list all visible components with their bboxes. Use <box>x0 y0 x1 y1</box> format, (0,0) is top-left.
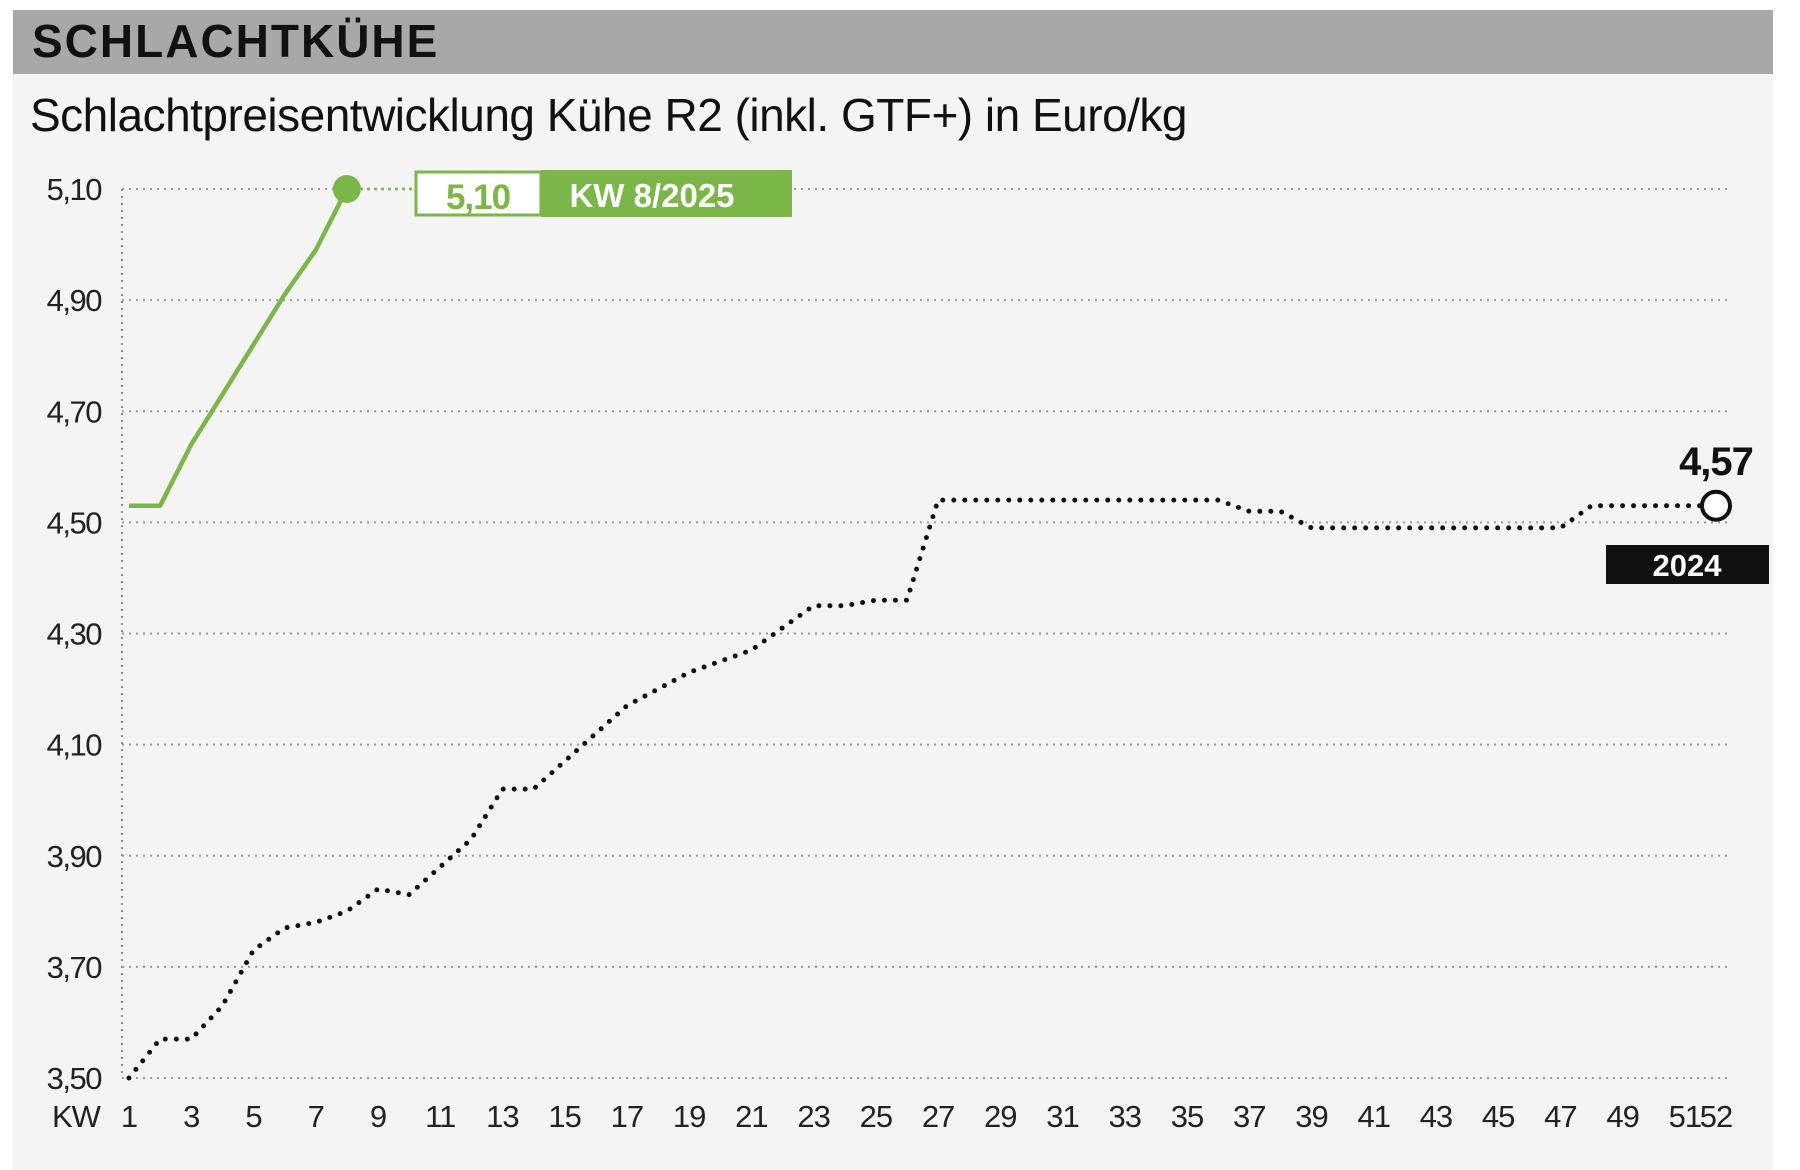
series-2024-tag-box <box>1606 545 1769 584</box>
y-tick-label: 4,10 <box>47 728 103 763</box>
header-bar <box>13 10 1773 74</box>
x-axis-label: KW <box>52 1099 102 1134</box>
chart-header-title: SCHLACHTKÜHE <box>32 15 440 67</box>
x-tick-label: 47 <box>1544 1099 1576 1134</box>
x-tick-label: 43 <box>1420 1099 1452 1134</box>
series-2025-end-marker <box>332 175 361 203</box>
x-tick-label: 49 <box>1606 1099 1638 1134</box>
x-tick-label: 39 <box>1295 1099 1327 1134</box>
x-tick-label: 23 <box>797 1099 829 1134</box>
series-2025-value-box <box>414 170 543 217</box>
x-tick-label: 21 <box>735 1099 767 1134</box>
series-2025-value-label: 5,10 <box>446 178 511 217</box>
y-tick-label: 4,90 <box>47 283 103 318</box>
y-tick-label: 3,50 <box>47 1061 103 1096</box>
x-tick-label: 37 <box>1233 1099 1265 1134</box>
series-2025-tag-label: KW 8/2025 <box>569 177 734 214</box>
chart-title: Schlachtpreisentwicklung Kühe R2 (inkl. … <box>30 89 1188 141</box>
x-tick-label: 17 <box>611 1099 643 1134</box>
y-tick-label: 3,70 <box>47 950 103 985</box>
x-tick-label: 52 <box>1700 1099 1732 1134</box>
chart-panel <box>13 10 1773 1170</box>
x-tick-label: 3 <box>183 1099 199 1134</box>
x-tick-label: 9 <box>370 1099 386 1134</box>
y-tick-label: 4,30 <box>47 617 103 652</box>
series-2024-end-marker <box>1700 489 1732 522</box>
x-tick-label: 45 <box>1482 1099 1514 1134</box>
y-tick-label: 4,70 <box>47 394 103 429</box>
x-tick-label: 51 <box>1669 1099 1701 1134</box>
x-tick-label: 27 <box>922 1099 954 1134</box>
x-tick-label: 25 <box>860 1099 892 1134</box>
x-tick-label: 15 <box>548 1099 580 1134</box>
x-tick-label: 29 <box>984 1099 1016 1134</box>
x-tick-label: 33 <box>1109 1099 1141 1134</box>
series-2024-tag-label: 2024 <box>1653 548 1723 583</box>
x-tick-label: 7 <box>308 1099 324 1134</box>
x-tick-label: 13 <box>486 1099 518 1134</box>
series-line-2024 <box>126 497 1719 1081</box>
x-tick-label: 11 <box>425 1099 455 1134</box>
x-tick-label: 35 <box>1171 1099 1203 1134</box>
y-tick-label: 3,90 <box>47 839 103 874</box>
x-tick-label: 1 <box>121 1099 137 1134</box>
y-tick-label: 4,50 <box>47 505 103 540</box>
x-tick-label: 5 <box>245 1099 261 1134</box>
y-tick-label: 5,10 <box>47 172 103 207</box>
series-line-2025 <box>129 187 349 508</box>
series-2024-value-label: 4,57 <box>1679 440 1753 484</box>
x-tick-label: 31 <box>1046 1099 1078 1134</box>
series-2025-tag-box <box>541 170 792 217</box>
x-tick-label: 41 <box>1357 1099 1389 1134</box>
x-tick-label: 19 <box>673 1099 705 1134</box>
